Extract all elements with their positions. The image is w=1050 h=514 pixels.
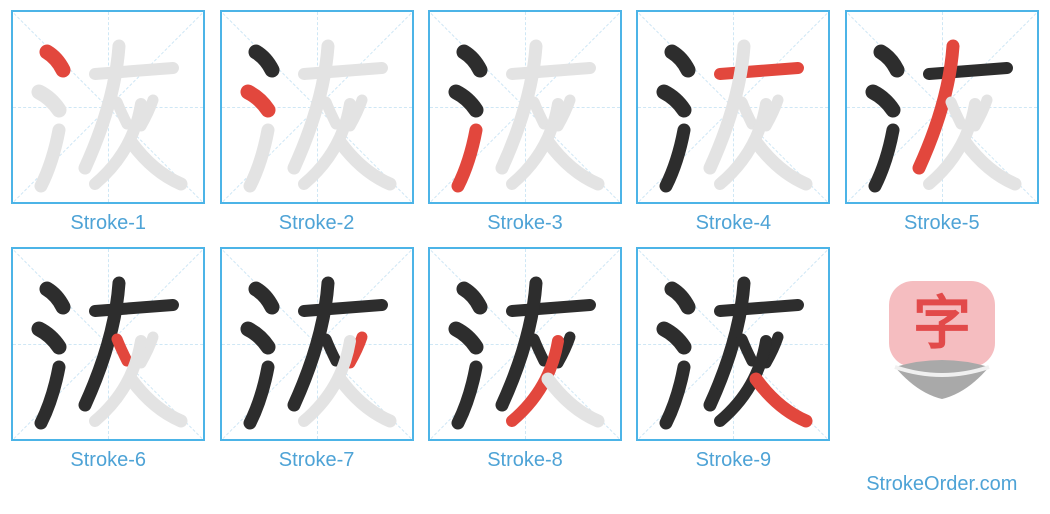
stroke-9: [756, 379, 806, 421]
stroke-panel: Stroke-9: [635, 247, 831, 496]
stroke-2: [39, 92, 59, 110]
stroke-2: [456, 329, 476, 347]
stroke-box: [428, 10, 622, 204]
stroke-9: [548, 142, 598, 184]
stroke-3: [666, 130, 684, 186]
stroke-label: Stroke-3: [487, 212, 563, 235]
logo-label: StrokeOrder.com: [866, 473, 1017, 496]
stroke-2: [873, 92, 893, 110]
stroke-box: [845, 10, 1039, 204]
stroke-4: [304, 68, 382, 74]
stroke-1: [881, 52, 897, 70]
stroke-6: [534, 339, 544, 361]
character-svg: [13, 249, 203, 439]
stroke-6: [951, 102, 961, 124]
stroke-9: [756, 142, 806, 184]
stroke-6: [742, 339, 752, 361]
stroke-9: [131, 379, 181, 421]
stroke-panel: Stroke-6: [10, 247, 206, 496]
stroke-box: [428, 247, 622, 441]
stroke-4: [95, 68, 173, 74]
stroke-3: [458, 367, 476, 423]
stroke-4: [95, 305, 173, 311]
stroke-label: Stroke-1: [70, 212, 146, 235]
character-svg: [222, 12, 412, 202]
stroke-2: [664, 329, 684, 347]
stroke-panel: Stroke-1: [10, 10, 206, 235]
stroke-4: [720, 305, 798, 311]
stroke-label: Stroke-7: [279, 449, 355, 472]
stroke-panel: Stroke-7: [218, 247, 414, 496]
stroke-1: [464, 289, 480, 307]
stroke-panel: Stroke-5: [844, 10, 1040, 235]
stroke-1: [672, 289, 688, 307]
stroke-box: [11, 247, 205, 441]
stroke-box: [636, 247, 830, 441]
stroke-4: [720, 68, 798, 74]
stroke-panel: Stroke-3: [427, 10, 623, 235]
stroke-1: [256, 289, 272, 307]
stroke-label: Stroke-9: [696, 449, 772, 472]
character-svg: [638, 249, 828, 439]
stroke-6: [117, 102, 127, 124]
stroke-9: [340, 379, 390, 421]
stroke-3: [41, 130, 59, 186]
stroke-1: [464, 52, 480, 70]
logo-icon: 字: [877, 275, 1007, 405]
stroke-6: [117, 339, 127, 361]
character-svg: [13, 12, 203, 202]
stroke-box: [11, 10, 205, 204]
character-svg: [847, 12, 1037, 202]
stroke-1: [256, 52, 272, 70]
stroke-3: [875, 130, 893, 186]
stroke-4: [512, 305, 590, 311]
stroke-grid: Stroke-1 Stroke-2 Stroke-3 Stroke-4 Stroke-5…: [10, 10, 1040, 496]
character-svg: [222, 249, 412, 439]
stroke-1: [47, 52, 63, 70]
stroke-label: Stroke-6: [70, 449, 146, 472]
stroke-1: [672, 52, 688, 70]
stroke-4: [512, 68, 590, 74]
stroke-3: [41, 367, 59, 423]
stroke-2: [456, 92, 476, 110]
stroke-9: [340, 142, 390, 184]
character-svg: [430, 12, 620, 202]
stroke-box: [220, 10, 414, 204]
stroke-9: [548, 379, 598, 421]
stroke-label: Stroke-4: [696, 212, 772, 235]
logo-panel: 字 StrokeOrder.com: [844, 247, 1040, 496]
stroke-6: [534, 102, 544, 124]
stroke-box: [636, 10, 830, 204]
stroke-3: [666, 367, 684, 423]
stroke-2: [664, 92, 684, 110]
stroke-6: [326, 102, 336, 124]
stroke-9: [965, 142, 1015, 184]
stroke-9: [131, 142, 181, 184]
stroke-label: Stroke-8: [487, 449, 563, 472]
character-svg: [430, 249, 620, 439]
stroke-label: Stroke-5: [904, 212, 980, 235]
stroke-2: [248, 329, 268, 347]
stroke-2: [248, 92, 268, 110]
stroke-6: [742, 102, 752, 124]
stroke-3: [250, 130, 268, 186]
stroke-panel: Stroke-4: [635, 10, 831, 235]
logo-character: 字: [913, 291, 971, 356]
stroke-4: [929, 68, 1007, 74]
logo-box: 字: [847, 247, 1037, 465]
character-svg: [638, 12, 828, 202]
stroke-panel: Stroke-2: [218, 10, 414, 235]
stroke-6: [326, 339, 336, 361]
stroke-label: Stroke-2: [279, 212, 355, 235]
stroke-2: [39, 329, 59, 347]
stroke-box: [220, 247, 414, 441]
stroke-3: [250, 367, 268, 423]
stroke-4: [304, 305, 382, 311]
stroke-1: [47, 289, 63, 307]
stroke-3: [458, 130, 476, 186]
stroke-panel: Stroke-8: [427, 247, 623, 496]
